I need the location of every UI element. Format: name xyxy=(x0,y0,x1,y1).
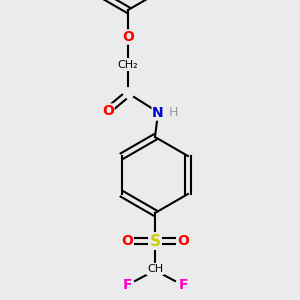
Text: O: O xyxy=(177,234,189,248)
Text: CH₂: CH₂ xyxy=(118,60,138,70)
Text: CH: CH xyxy=(147,264,163,274)
Text: F: F xyxy=(178,278,188,292)
Text: O: O xyxy=(122,30,134,44)
Text: S: S xyxy=(149,233,161,248)
Text: O: O xyxy=(102,104,114,118)
Text: N: N xyxy=(152,106,164,120)
Text: F: F xyxy=(122,278,132,292)
Text: H: H xyxy=(168,106,178,119)
Text: O: O xyxy=(121,234,133,248)
